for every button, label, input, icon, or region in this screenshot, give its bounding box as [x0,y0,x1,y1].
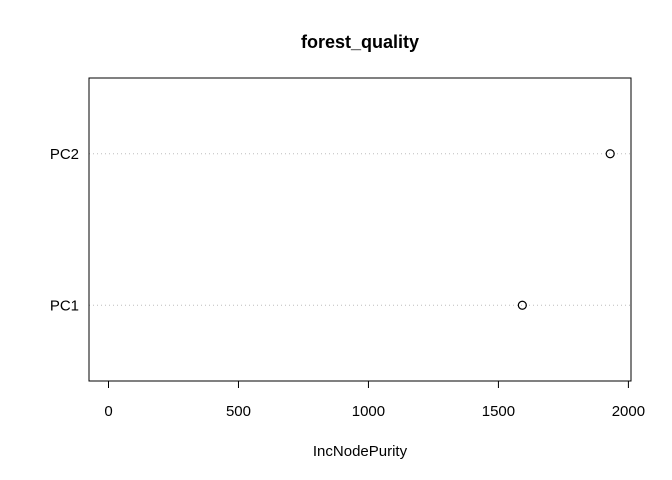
x-tick-label-1500: 1500 [482,403,515,420]
category-label-pc2: PC2 [50,146,79,163]
category-label-pc1: PC1 [50,297,79,314]
x-axis-label: IncNodePurity [313,443,408,460]
x-axis: 0 500 1000 1500 2000 [104,380,645,420]
x-tick-label-1000: 1000 [352,403,385,420]
chart-title: forest_quality [301,32,419,52]
data-point-pc1 [517,300,527,310]
data-points [517,149,615,310]
x-tick-label-500: 500 [226,403,251,420]
category-labels: PC1 PC2 [50,146,79,315]
x-tick-label-0: 0 [104,403,112,420]
x-tick-label-2000: 2000 [612,403,645,420]
data-point-pc2 [605,149,615,159]
